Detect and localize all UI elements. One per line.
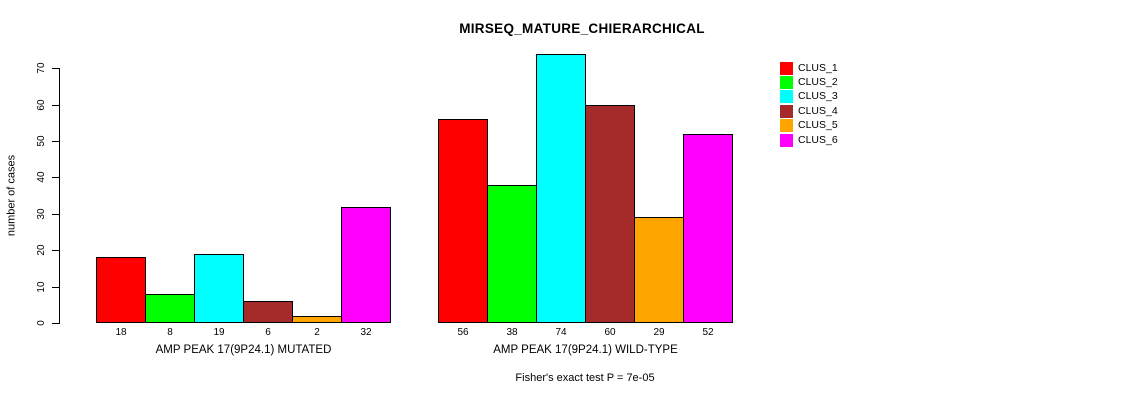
legend-label: CLUS_3: [798, 90, 838, 103]
bar: [634, 217, 684, 323]
legend-label: CLUS_4: [798, 104, 838, 117]
y-axis-line: [59, 68, 60, 324]
y-tick-label: 0: [36, 320, 47, 326]
y-tick-label: 50: [36, 135, 47, 147]
y-tick: [52, 141, 59, 142]
y-tick: [52, 286, 59, 288]
legend-item: CLUS_6: [780, 133, 838, 147]
bar: [194, 253, 244, 323]
bar-value-label: 18: [115, 327, 127, 338]
bar: [585, 104, 635, 323]
legend-swatch: [780, 76, 793, 90]
legend-label: CLUS_1: [798, 61, 838, 74]
bar-value-label: 29: [653, 327, 665, 338]
legend-swatch: [780, 119, 793, 133]
legend-item: CLUS_2: [780, 75, 838, 90]
bar: [341, 206, 391, 323]
bar: [438, 119, 488, 323]
bar: [487, 184, 537, 323]
y-tick: [52, 68, 59, 70]
bar: [536, 53, 586, 323]
bar: [683, 133, 733, 323]
legend: CLUS_1 CLUS_2 CLUS_3 CLUS_4 CLUS_5 CLUS_6: [780, 61, 838, 147]
y-tick-label: 70: [36, 62, 47, 74]
bar: [96, 257, 146, 323]
y-tick: [52, 177, 59, 179]
legend-item: CLUS_4: [780, 104, 838, 118]
legend-swatch: [780, 90, 793, 104]
legend-swatch: [780, 133, 793, 147]
y-tick: [52, 250, 59, 252]
legend-swatch: [780, 104, 793, 118]
bar-value-label: 60: [604, 327, 616, 338]
bar-value-label: 2: [314, 327, 320, 338]
y-tick: [52, 213, 59, 215]
y-tick-label: 10: [36, 281, 47, 293]
bar-value-label: 19: [213, 327, 225, 338]
legend-item: CLUS_1: [780, 61, 838, 75]
bar-value-label: 38: [506, 327, 518, 338]
y-axis-label: number of cases: [5, 154, 18, 237]
bar-value-label: 56: [457, 327, 469, 338]
legend-item: CLUS_3: [780, 90, 838, 104]
legend-label: CLUS_5: [798, 119, 838, 132]
y-tick-label: 30: [36, 208, 47, 220]
y-tick-label: 40: [36, 171, 47, 183]
group-label: AMP PEAK 17(9P24.1) WILD-TYPE: [493, 344, 678, 356]
legend-label: CLUS_2: [798, 76, 838, 89]
legend-item: CLUS_5: [780, 119, 838, 133]
bar: [292, 315, 342, 323]
bar-value-label: 74: [555, 327, 567, 338]
legend-swatch: [780, 61, 793, 75]
bar-value-label: 8: [167, 327, 173, 338]
legend-label: CLUS_6: [798, 133, 838, 146]
bar-value-label: 52: [702, 327, 714, 338]
chart-footer: Fisher's exact test P = 7e-05: [515, 372, 655, 384]
bar-value-label: 32: [360, 327, 372, 338]
y-tick-label: 60: [36, 99, 47, 111]
bar: [145, 293, 195, 323]
y-tick: [52, 104, 59, 106]
bar-value-label: 6: [265, 327, 271, 338]
group-label: AMP PEAK 17(9P24.1) MUTATED: [155, 344, 332, 356]
y-tick: [52, 323, 59, 324]
y-tick-label: 20: [36, 244, 47, 256]
bar: [243, 301, 293, 323]
chart-title: MIRSEQ_MATURE_CHIERARCHICAL: [459, 21, 705, 36]
